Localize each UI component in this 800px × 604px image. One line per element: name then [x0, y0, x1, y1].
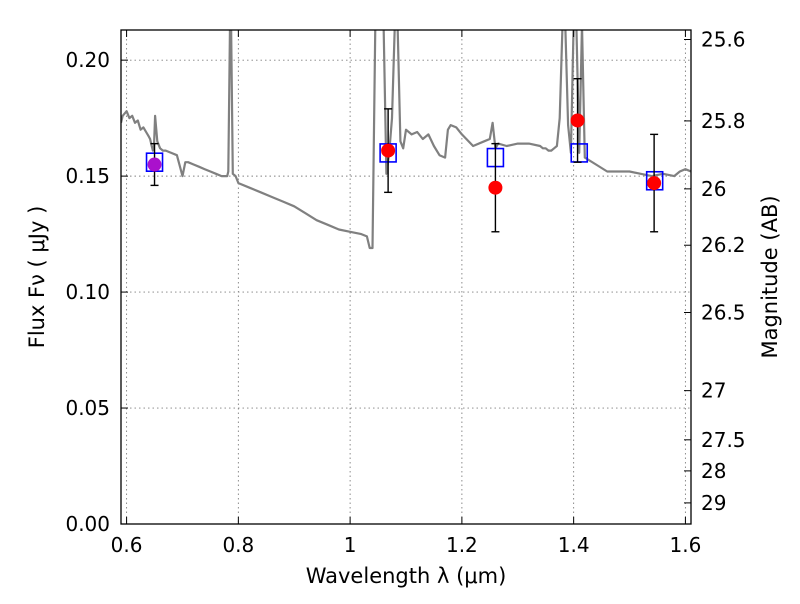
model-spectrum-line: [121, 30, 691, 250]
observed-point: [570, 113, 585, 128]
y2-tick-label: 27.5: [701, 428, 746, 452]
observed-point: [488, 180, 503, 195]
y2-tick-label: 26: [701, 177, 726, 201]
x-tick-label: 0.6: [111, 533, 143, 557]
y2-tick-label: 26.5: [701, 300, 746, 324]
y2-tick-label: 26.2: [701, 233, 746, 257]
y2-tick-label: 28: [701, 459, 726, 483]
y-tick-label: 0.10: [65, 280, 110, 304]
observed-point: [147, 157, 162, 172]
x-tick-label: 0.8: [222, 533, 254, 557]
y2-tick-label: 29: [701, 491, 726, 515]
y2-tick-label: 27: [701, 379, 726, 403]
x-axis-label: Wavelength λ (μm): [306, 564, 507, 588]
x-tick-label: 1: [344, 533, 357, 557]
y-axis-label: Flux Fν ( μJy ): [25, 206, 49, 349]
axis-ticks: 0.6 0.8 1 1.2 1.4 1.6 0.00 0.05 0.10 0.15 0.20 25.6…: [65, 28, 745, 557]
y-tick-label: 0.15: [65, 164, 110, 188]
y-tick-label: 0.05: [65, 396, 110, 420]
x-tick-label: 1.2: [446, 533, 478, 557]
observed-point: [647, 176, 662, 191]
y2-tick-label: 25.6: [701, 28, 746, 52]
observed-point: [381, 143, 396, 158]
model-spectrum-layer: [121, 30, 691, 250]
y2-axis-label: Magnitude (AB): [758, 195, 782, 358]
plot-frame: [120, 29, 692, 525]
y2-tick-label: 25.8: [701, 109, 746, 133]
x-tick-label: 1.4: [558, 533, 590, 557]
y-tick-label: 0.20: [65, 48, 110, 72]
observed-layer: [147, 78, 662, 233]
x-tick-label: 1.6: [670, 533, 702, 557]
grid-lines: [121, 30, 691, 525]
y-tick-label: 0.00: [65, 512, 110, 536]
